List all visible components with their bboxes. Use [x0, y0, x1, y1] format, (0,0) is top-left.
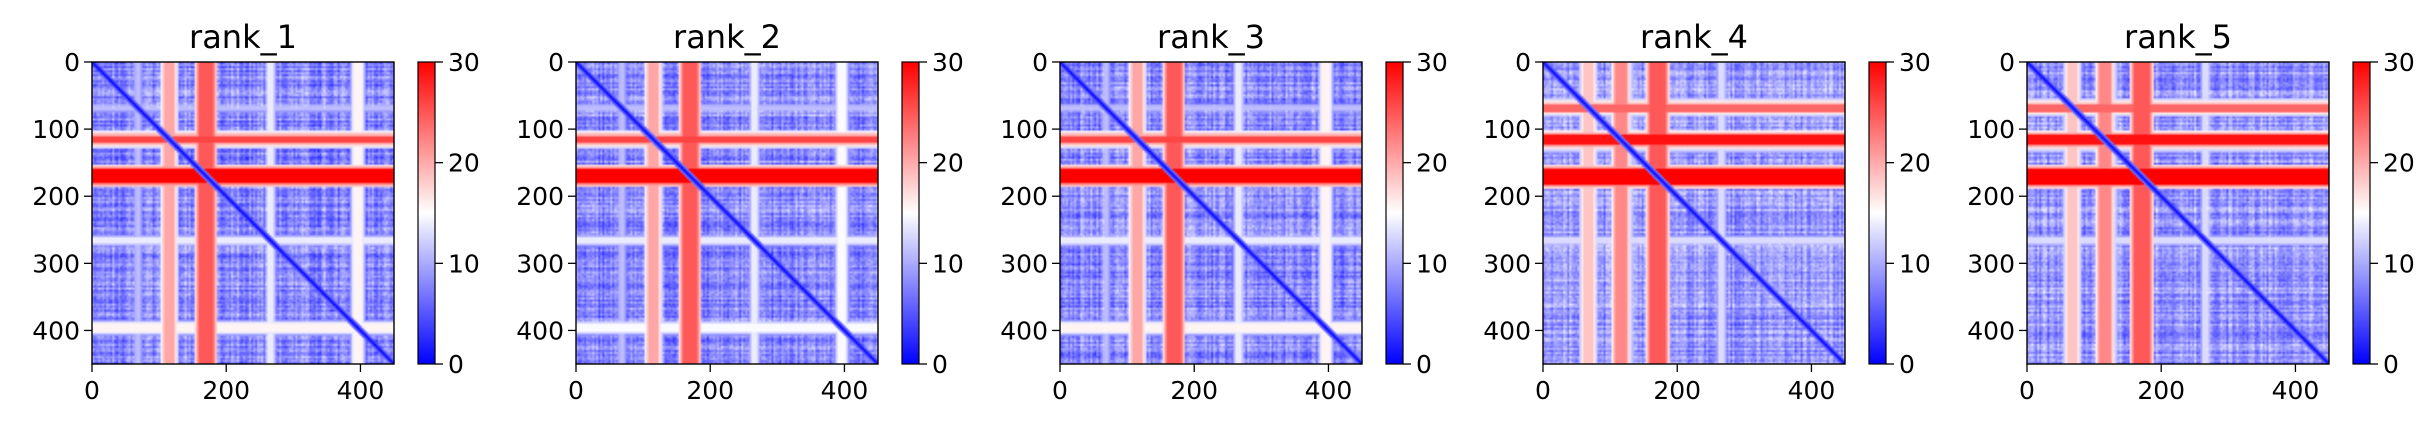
x-tick-label: 0 — [1052, 376, 1068, 405]
panel-title: rank_2 — [673, 18, 781, 56]
colorbar — [1386, 62, 1403, 364]
y-tick-label: 200 — [1000, 182, 1048, 211]
panel-rank_3: rank_3 0 200 400 0 100 200 300 400 0 10 20 30 — [1000, 18, 1448, 405]
colorbar-tick-label: 20 — [1899, 149, 1931, 178]
y-tick-label: 300 — [516, 249, 564, 278]
colorbar — [418, 62, 435, 364]
y-tick-label: 400 — [32, 316, 80, 345]
colorbar-tick-label: 20 — [448, 149, 480, 178]
x-tick-label: 400 — [2272, 376, 2320, 405]
y-tick-label: 100 — [516, 115, 564, 144]
colorbar-frame — [901, 61, 920, 365]
y-tick-label: 100 — [1967, 115, 2015, 144]
panel-rank_1: rank_1 0 200 400 0 100 200 300 400 0 10 20 30 — [32, 18, 480, 405]
y-tick-label: 0 — [1032, 48, 1048, 77]
colorbar — [2353, 62, 2370, 364]
colorbar — [902, 62, 919, 364]
y-tick-label: 0 — [1999, 48, 2015, 77]
colorbar-tick-label: 0 — [1899, 350, 1915, 379]
colorbar-tick-label: 20 — [2383, 149, 2415, 178]
colorbar-tick-label: 20 — [1416, 149, 1448, 178]
panel-rank_4: rank_4 0 200 400 0 100 200 300 400 0 10 20 30 — [1483, 18, 1931, 405]
colorbar-tick-label: 10 — [2383, 249, 2415, 278]
colorbar-tick-label: 10 — [1416, 249, 1448, 278]
y-tick-label: 200 — [32, 182, 80, 211]
colorbar-frame — [1385, 61, 1404, 365]
panel-rank_5: rank_5 0 200 400 0 100 200 300 400 0 10 20 30 — [1967, 18, 2415, 405]
plot-frame — [91, 61, 395, 365]
x-tick-label: 200 — [202, 376, 250, 405]
colorbar-frame — [417, 61, 436, 365]
panel-title: rank_5 — [2124, 18, 2232, 56]
x-tick-label: 0 — [568, 376, 584, 405]
heatmap-image — [1543, 62, 1845, 364]
panel-title: rank_4 — [1640, 18, 1748, 56]
x-tick-label: 400 — [1305, 376, 1353, 405]
y-tick-label: 400 — [1967, 316, 2015, 345]
plot-frame — [575, 61, 879, 365]
y-tick-label: 100 — [32, 115, 80, 144]
colorbar-tick-label: 20 — [932, 149, 964, 178]
y-tick-label: 0 — [548, 48, 564, 77]
y-tick-label: 100 — [1000, 115, 1048, 144]
colorbar-tick-label: 30 — [448, 48, 480, 77]
x-tick-label: 200 — [2137, 376, 2185, 405]
plot-frame — [1059, 61, 1363, 365]
panel-title: rank_1 — [189, 18, 297, 56]
y-tick-label: 200 — [516, 182, 564, 211]
y-tick-label: 300 — [1967, 249, 2015, 278]
colorbar-tick-label: 30 — [1899, 48, 1931, 77]
x-tick-label: 400 — [337, 376, 385, 405]
colorbar-frame — [1868, 61, 1887, 365]
y-tick-label: 400 — [1483, 316, 1531, 345]
colorbar-tick-label: 0 — [2383, 350, 2399, 379]
plot-frame — [1542, 61, 1846, 365]
y-tick-label: 300 — [1483, 249, 1531, 278]
heatmap-image — [1060, 62, 1362, 364]
heatmap-image — [576, 62, 878, 364]
panel-rank_2: rank_2 0 200 400 0 100 200 300 400 0 10 20 30 — [516, 18, 964, 405]
x-tick-label: 200 — [686, 376, 734, 405]
panel-title: rank_3 — [1157, 18, 1265, 56]
heatmap-image — [2027, 62, 2329, 364]
x-tick-label: 0 — [84, 376, 100, 405]
colorbar-tick-label: 0 — [448, 350, 464, 379]
colorbar — [1869, 62, 1886, 364]
colorbar-tick-label: 30 — [932, 48, 964, 77]
colorbar-tick-label: 10 — [1899, 249, 1931, 278]
y-tick-label: 200 — [1483, 182, 1531, 211]
heatmap-image — [92, 62, 394, 364]
x-tick-label: 200 — [1170, 376, 1218, 405]
y-tick-label: 100 — [1483, 115, 1531, 144]
colorbar-tick-label: 10 — [448, 249, 480, 278]
colorbar-tick-label: 30 — [2383, 48, 2415, 77]
x-tick-label: 0 — [2019, 376, 2035, 405]
y-tick-label: 400 — [516, 316, 564, 345]
colorbar-tick-label: 0 — [932, 350, 948, 379]
colorbar-frame — [2352, 61, 2371, 365]
x-tick-label: 400 — [821, 376, 869, 405]
x-tick-label: 0 — [1535, 376, 1551, 405]
plot-frame — [2026, 61, 2330, 365]
y-tick-label: 200 — [1967, 182, 2015, 211]
y-tick-label: 400 — [1000, 316, 1048, 345]
x-tick-label: 400 — [1788, 376, 1836, 405]
y-tick-label: 300 — [32, 249, 80, 278]
colorbar-tick-label: 0 — [1416, 350, 1432, 379]
colorbar-tick-label: 10 — [932, 249, 964, 278]
y-tick-label: 0 — [1515, 48, 1531, 77]
x-tick-label: 200 — [1653, 376, 1701, 405]
y-tick-label: 300 — [1000, 249, 1048, 278]
y-tick-label: 0 — [64, 48, 80, 77]
colorbar-tick-label: 30 — [1416, 48, 1448, 77]
